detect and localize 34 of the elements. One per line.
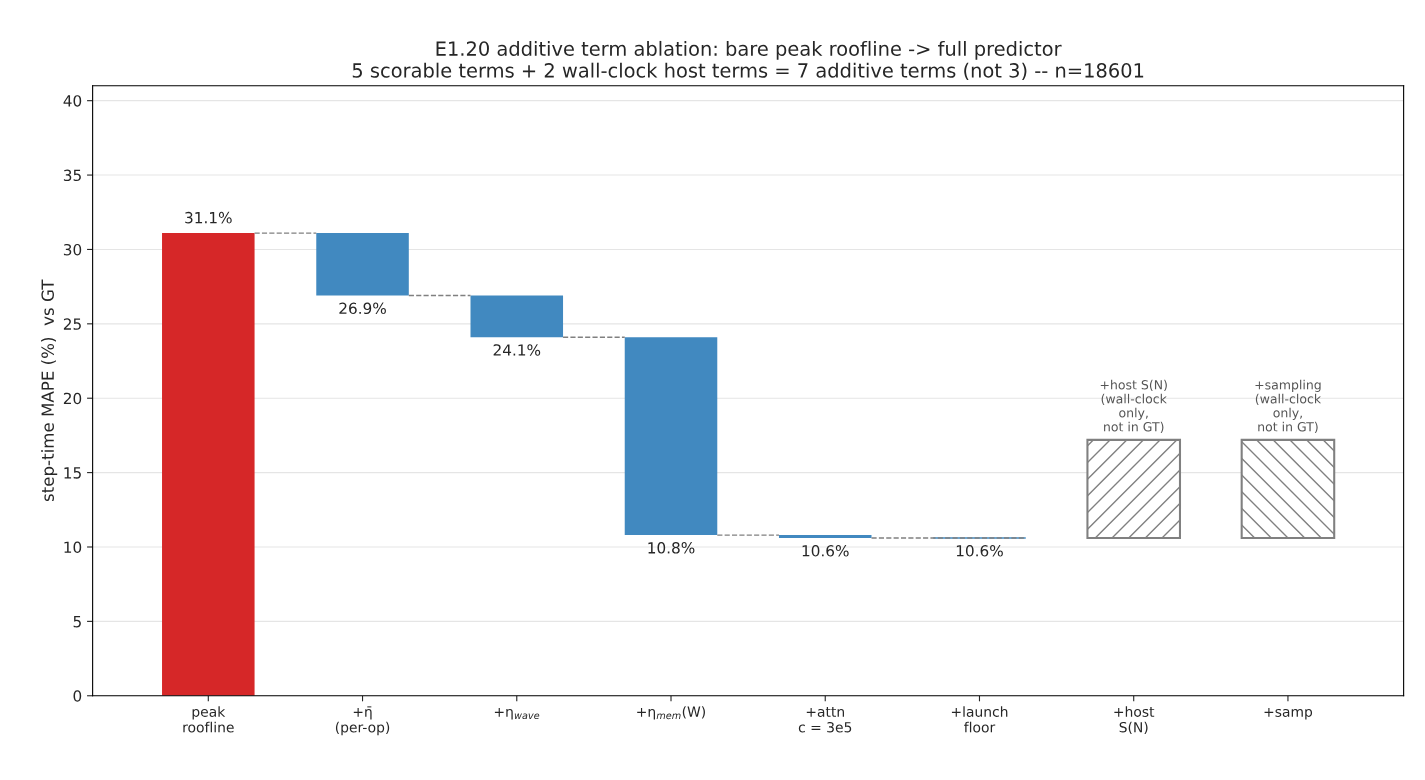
- annotation: +host S(N) (wall-clock only, not in GT): [1100, 379, 1167, 433]
- bar: [1240, 438, 1336, 540]
- annotation: 24.1%: [493, 344, 541, 356]
- chart-title: E1.20 additive term ablation: bare peak roofline -> full predictor 5 scorable terms + 2 wall-clock host terms = 7 additive terms (not 3) -- n=18601: [352, 40, 1144, 81]
- annotation: 31.1%: [185, 211, 232, 224]
- x-tick-label: +η$_{mem}$(W): [637, 706, 705, 720]
- annotation: 10.8%: [648, 542, 695, 554]
- bar: [162, 233, 255, 696]
- y-axis-title: step-time MAPE (%) vs GT: [41, 279, 58, 502]
- annotation: 10.6%: [956, 545, 1003, 557]
- x-tick-label: +η̄ (per-op): [335, 706, 390, 736]
- bar: [316, 233, 409, 296]
- x-tick-label: +samp: [1264, 708, 1313, 720]
- x-tick-label: +launch floor: [951, 706, 1008, 733]
- bar: [470, 295, 564, 338]
- annotation: 10.6%: [802, 545, 849, 557]
- bar: [778, 535, 872, 539]
- annotation: 26.9%: [339, 302, 386, 315]
- y-tick-label: 0: [73, 690, 82, 702]
- bar: [1086, 438, 1182, 540]
- y-tick-label: 30: [63, 243, 82, 256]
- y-tick-label: 5: [73, 616, 81, 628]
- x-tick-label: +attn c = 3e5: [798, 706, 852, 733]
- y-tick-label: 15: [64, 467, 81, 479]
- y-tick-label: 20: [63, 392, 82, 405]
- x-tick-label: peak roofline: [183, 706, 234, 733]
- annotation: +sampling (wall-clock only, not in GT): [1255, 379, 1322, 433]
- x-tick-label: +η$_{wave}$: [494, 707, 540, 720]
- y-tick-label: 25: [63, 318, 81, 330]
- bar: [624, 337, 718, 536]
- y-tick-label: 10: [64, 541, 82, 554]
- x-tick-label: +host S(N): [1114, 706, 1155, 735]
- y-tick-label: 35: [63, 169, 81, 182]
- y-tick-label: 40: [63, 95, 82, 107]
